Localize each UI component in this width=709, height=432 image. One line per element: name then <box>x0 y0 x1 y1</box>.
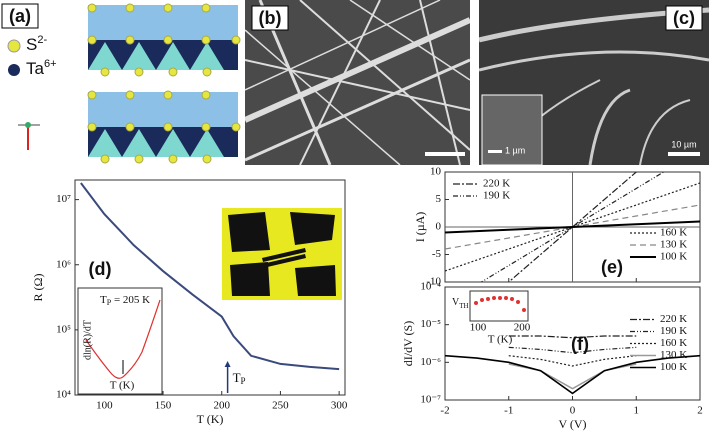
x-tick-label: -2 <box>440 405 449 417</box>
legend-text: S2- <box>26 34 47 55</box>
panel-label: (d) <box>89 259 112 279</box>
s-symbol <box>7 39 21 53</box>
annotation-text: T <box>233 370 241 385</box>
inset-y-label: dln(R)/dT <box>82 320 93 360</box>
label-box <box>1 3 39 29</box>
y-tick-label: 10⁻⁶ <box>420 356 441 368</box>
series-line <box>80 182 340 371</box>
scale-label: 10 µm <box>671 139 696 149</box>
series-line <box>508 355 637 367</box>
inset-image <box>481 94 543 166</box>
legend-label: 220 K <box>660 313 687 325</box>
x-axis-label: T (K) <box>197 412 224 426</box>
label-box <box>594 256 630 280</box>
series-line <box>508 335 637 339</box>
scale-bar <box>425 152 465 156</box>
y-tick-label: 10⁴ <box>56 389 71 401</box>
panel-label: (a) <box>9 6 31 26</box>
panel-b: (b) <box>245 0 470 165</box>
y-tick-label: 5 <box>436 193 442 205</box>
series-line <box>445 354 700 395</box>
legend-label: 130 K <box>660 239 687 251</box>
label-box <box>251 5 289 31</box>
scale-label: 1 µm <box>505 145 525 155</box>
series-line <box>445 204 700 250</box>
legend-label: 190 K <box>483 190 510 202</box>
y-tick-label: 10⁻⁷ <box>420 394 441 406</box>
scale-bar <box>668 152 700 156</box>
scale-bar <box>488 150 502 153</box>
series-line <box>445 220 700 234</box>
y-axis-label: I (µA) <box>413 212 427 243</box>
legend-label: 100 K <box>660 361 687 373</box>
inset-f: VTH 100 200 T (K) <box>452 290 531 346</box>
inset-points <box>474 296 526 312</box>
legend-label: 160 K <box>660 227 687 239</box>
inset-annotation: TP = 205 K <box>100 294 150 307</box>
crystal-slab <box>87 90 241 164</box>
y-tick-label: -5 <box>432 248 442 260</box>
panel-label: (f) <box>571 334 589 354</box>
legend-text: Ta6+ <box>26 58 57 79</box>
legend-label: 130 K <box>660 349 687 361</box>
ta-symbol <box>8 64 20 76</box>
y-tick-label: 10 <box>430 166 442 178</box>
panel-c: 1 µm 10 µm (c) <box>479 0 709 166</box>
x-tick-label: -1 <box>504 405 513 417</box>
annotation-arrowhead <box>224 361 231 367</box>
inset-curve <box>85 299 161 379</box>
legend-label: 100 K <box>660 251 687 263</box>
x-tick-label: 100 <box>96 400 113 412</box>
inset-frame <box>77 287 163 395</box>
inset-d: TP = 205 K dln(R)/dT T (K) <box>77 287 163 395</box>
panel-label: (c) <box>673 8 695 28</box>
x-tick-label: 200 <box>213 400 230 412</box>
y-axis-label: dI/dV (S) <box>401 321 415 366</box>
inset-y-label: VTH <box>452 297 469 309</box>
label-box <box>665 5 703 31</box>
inset-x-label: T (K) <box>488 334 513 346</box>
axis-origin <box>25 122 31 128</box>
inset-x-label: T (K) <box>110 380 135 392</box>
x-tick-label: 0 <box>570 405 576 417</box>
crystal-slab <box>87 3 241 77</box>
series-line <box>445 182 700 272</box>
inset-x-tick: 200 <box>514 322 531 334</box>
legend-label: 220 K <box>483 178 510 190</box>
series-line <box>480 172 665 282</box>
panel-a: (a) S2- Ta6+ <box>1 3 241 164</box>
series-line <box>508 346 637 354</box>
y-tick-label: -10 <box>426 276 441 288</box>
annotation-subscript: P <box>241 376 246 386</box>
inset-x-tick: 100 <box>470 322 487 334</box>
annotation: TP <box>233 370 246 386</box>
y-tick-label: 10⁶ <box>56 258 71 270</box>
legend-label: 160 K <box>660 337 687 349</box>
x-tick-label: 300 <box>331 400 348 412</box>
legend-label: 190 K <box>660 325 687 337</box>
y-tick-label: 10⁻⁵ <box>420 318 441 330</box>
x-tick-label: 2 <box>697 405 703 417</box>
panel-label: (e) <box>601 257 623 277</box>
y-tick-label: 10⁵ <box>56 323 71 335</box>
panel-label: (b) <box>259 8 282 28</box>
x-tick-label: 250 <box>272 400 289 412</box>
y-tick-label: 10⁻⁴ <box>420 281 441 293</box>
x-tick-label: 1 <box>634 405 640 417</box>
x-axis-label: V (V) <box>558 417 586 431</box>
y-tick-label: 10⁷ <box>56 193 71 205</box>
inset-frame <box>469 290 529 322</box>
y-tick-label: 0 <box>436 221 442 233</box>
device-image <box>222 208 342 300</box>
y-axis-label: R (Ω) <box>31 274 45 302</box>
x-tick-label: 150 <box>155 400 172 412</box>
